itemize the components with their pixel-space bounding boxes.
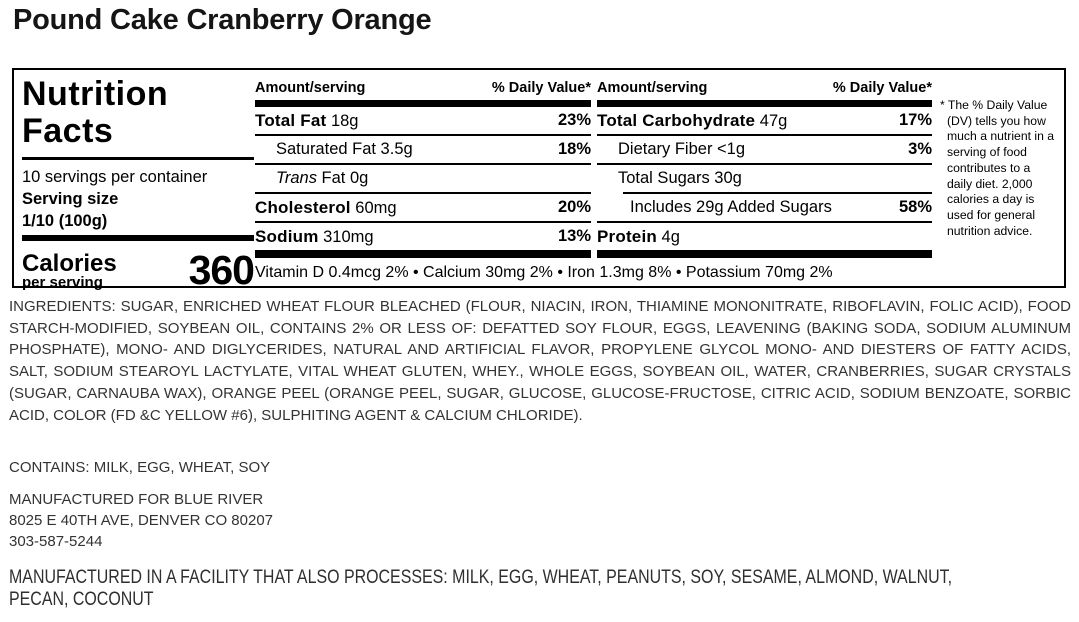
facility-allergen-block: MANUFACTURED IN A FACILITY THAT ALSO PRO…	[9, 567, 1071, 611]
divider	[22, 235, 254, 241]
nutrient-dv: 18%	[557, 140, 591, 158]
heading-line-2: Facts	[22, 112, 114, 150]
nutrient-dv: 3%	[908, 140, 932, 158]
nutrient-row-total-carbohydrate: Total Carbohydrate 47g 17%	[597, 107, 932, 134]
nutrient-row-added-sugars: Includes 29g Added Sugars 58%	[597, 194, 932, 221]
nutrition-facts-panel: Nutrition Facts 10 servings per containe…	[12, 68, 1066, 293]
rule	[255, 163, 591, 165]
manufacturer-phone: 303-587-5244	[9, 533, 103, 550]
ingredients-paragraph: INGREDIENTS: SUGAR, ENRICHED WHEAT FLOUR…	[9, 298, 1071, 424]
nutrient-column-2: Amount/serving % Daily Value* Total Carb…	[597, 76, 932, 258]
rule	[255, 134, 591, 136]
nutrient-dv: 23%	[557, 111, 591, 129]
calories-row: Calories per serving 360	[22, 247, 255, 294]
nutrient-row-trans-fat: Trans Fat 0g	[255, 165, 591, 192]
nutrition-facts-summary: Nutrition Facts 10 servings per containe…	[22, 74, 255, 294]
daily-value-footnote: * The % Daily Value (DV) tells you how m…	[940, 98, 1055, 238]
amount-serving-header: Amount/serving	[597, 80, 708, 96]
nutrient-amount: Dietary Fiber <1g	[618, 140, 746, 158]
facility-line-2: PECAN, COCONUT	[9, 589, 154, 610]
servings-per-container: 10 servings per container	[22, 168, 208, 186]
manufactured-for-block: MANUFACTURED FOR BLUE RIVER 8025 E 40TH …	[9, 489, 1071, 552]
divider	[22, 157, 254, 160]
serving-size-value: 1/10 (100g)	[22, 212, 108, 230]
column-header: Amount/serving % Daily Value*	[597, 76, 932, 100]
nutrient-column-1: Amount/serving % Daily Value* Total Fat …	[255, 76, 591, 258]
rule	[597, 134, 932, 136]
nutrient-amount: Fat 0g	[316, 169, 369, 187]
nutrient-name: Cholesterol	[255, 197, 351, 217]
nutrient-name-italic: Trans	[276, 169, 317, 187]
nutrient-row-total-sugars: Total Sugars 30g	[597, 165, 932, 192]
nutrient-dv: 58%	[898, 198, 932, 216]
rule	[255, 221, 591, 223]
thick-rule	[597, 100, 932, 107]
contains-statement: CONTAINS: MILK, EGG, WHEAT, SOY	[9, 459, 271, 476]
daily-value-header: % Daily Value*	[491, 80, 591, 96]
nutrient-dv: 20%	[557, 198, 591, 216]
nutrient-name: Total Fat	[255, 110, 327, 130]
nutrient-name: Protein	[597, 226, 657, 246]
nutrient-dv: 13%	[557, 227, 591, 245]
rule	[597, 163, 932, 165]
nutrient-row-dietary-fiber: Dietary Fiber <1g 3%	[597, 136, 932, 163]
calories-sublabel: per serving	[22, 273, 103, 291]
nutrient-row-protein: Protein 4g	[597, 223, 932, 250]
nutrient-amount: 4g	[656, 227, 680, 246]
nutrient-name: Sodium	[255, 226, 319, 246]
nutrient-amount: 47g	[755, 111, 788, 130]
thick-rule	[255, 250, 591, 258]
indented-rule	[623, 192, 932, 194]
nutrient-row-sodium: Sodium 310mg 13%	[255, 223, 591, 250]
thick-rule	[597, 250, 932, 258]
manufacturer-address: 8025 E 40TH AVE, DENVER CO 80207	[9, 512, 274, 529]
nutrient-row-total-fat: Total Fat 18g 23%	[255, 107, 591, 134]
nutrient-amount: Includes 29g Added Sugars	[630, 198, 832, 216]
nutrient-dv: 17%	[898, 111, 932, 129]
calories-label: Calories	[22, 249, 117, 277]
heading-line-1: Nutrition	[22, 75, 169, 113]
nutrient-row-cholesterol: Cholesterol 60mg 20%	[255, 194, 591, 221]
page-title: Pound Cake Cranberry Orange	[13, 4, 432, 36]
daily-value-header: % Daily Value*	[832, 80, 932, 96]
amount-serving-header: Amount/serving	[255, 80, 366, 96]
nutrient-amount: Total Sugars 30g	[618, 169, 742, 187]
nutrient-name: Total Carbohydrate	[597, 110, 756, 130]
nutrition-facts-heading: Nutrition Facts	[22, 76, 254, 150]
nutrient-amount: 310mg	[318, 227, 374, 246]
nutrient-amount: 60mg	[350, 198, 397, 217]
nutrient-row-saturated-fat: Saturated Fat 3.5g 18%	[255, 136, 591, 163]
rule	[255, 192, 591, 194]
calories-label-block: Calories per serving	[22, 249, 117, 291]
serving-size-label: Serving size	[22, 190, 119, 208]
column-header: Amount/serving % Daily Value*	[255, 76, 591, 100]
thick-rule	[255, 100, 591, 107]
nutrient-amount: Saturated Fat 3.5g	[276, 140, 413, 158]
manufacturer-name: MANUFACTURED FOR BLUE RIVER	[9, 491, 264, 508]
rule	[597, 221, 932, 223]
micronutrients-line: Vitamin D 0.4mcg 2% • Calcium 30mg 2% • …	[255, 264, 833, 281]
facility-line-1: MANUFACTURED IN A FACILITY THAT ALSO PRO…	[9, 567, 953, 588]
nutrient-amount: 18g	[326, 111, 359, 130]
calories-value: 360	[188, 247, 255, 293]
